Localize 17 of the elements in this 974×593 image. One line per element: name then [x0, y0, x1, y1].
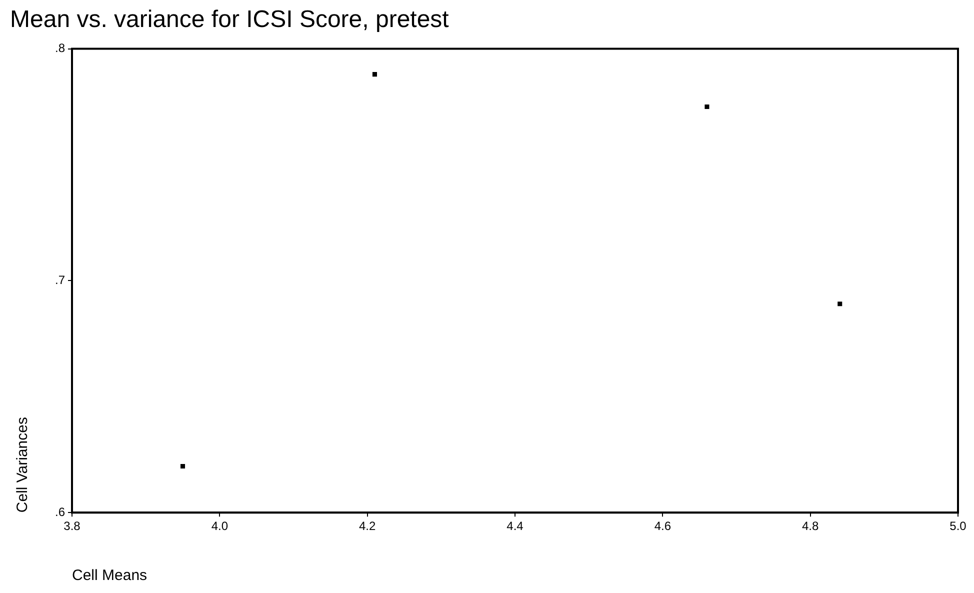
x-tick-label: 3.8 [64, 519, 81, 534]
x-tick-label: 4.8 [802, 519, 819, 534]
point [704, 104, 710, 110]
x-tick-label: 4.2 [358, 519, 376, 534]
x-tick-label: 5.0 [950, 519, 967, 534]
chart-title: Mean vs. variance for ICSI Score, pretest [10, 6, 450, 34]
x-tick-label: 4.0 [211, 519, 228, 534]
point [838, 302, 842, 306]
y-tick-label: .6 [54, 504, 66, 519]
y-tick-label: .7 [54, 273, 66, 288]
y-axis-title: Cell Variances [14, 416, 32, 513]
point [372, 72, 377, 77]
x-axis-title: Cell Means [72, 567, 148, 584]
x-tick-label: 4.6 [654, 519, 672, 534]
y-tick-label: .8 [54, 41, 66, 56]
point [180, 464, 186, 468]
x-tick-label: 4.4 [506, 519, 524, 534]
